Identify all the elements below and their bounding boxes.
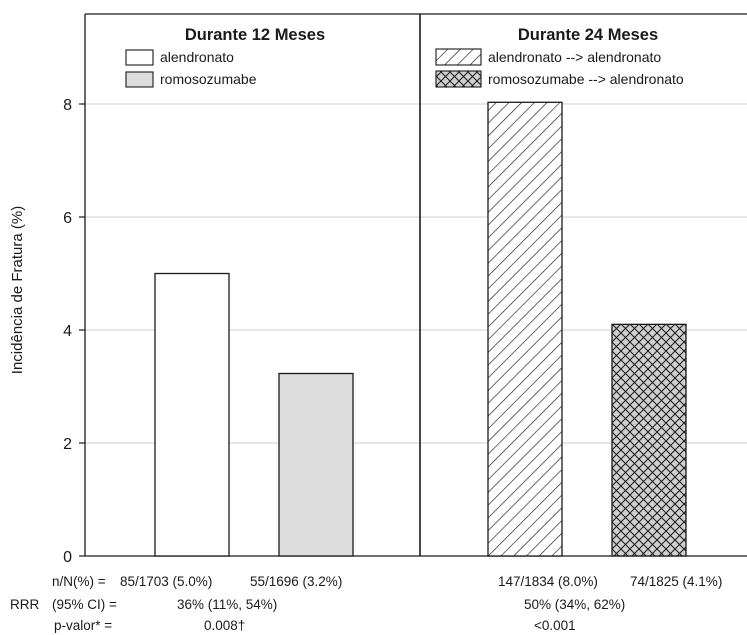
footer-nn-romosozumabe-12m: 55/1696 (3.2%) — [250, 574, 343, 589]
panel2-title: Durante 24 Meses — [518, 26, 658, 44]
bar-24m-alendronato — [487, 101, 563, 557]
legend-swatch-alendronato-alendronato — [435, 48, 482, 66]
bar-12m-alendronato — [154, 272, 230, 557]
legend-swatch-alendronato — [125, 49, 154, 66]
legend-label-alendronato-alendronato: alendronato --> alendronato — [488, 49, 661, 65]
bar-12m-romosozumabe — [278, 372, 354, 557]
footer-nn-romosozumabe-24m: 74/1825 (4.1%) — [630, 574, 723, 589]
legend-label-romosozumabe: romosozumabe — [160, 71, 257, 87]
bar-24m-romosozumabe — [611, 323, 687, 557]
panel1-title: Durante 12 Meses — [185, 26, 325, 44]
footer-pvalue-24m: <0.001 — [534, 618, 576, 633]
footer-nn-label: n/N(%) = — [52, 574, 106, 589]
legend-label-romosozumabe-alendronato: romosozumabe --> alendronato — [488, 71, 684, 87]
y-tick-label-8: 8 — [63, 97, 72, 114]
y-axis: 0 2 4 6 8 — [63, 97, 85, 566]
chart: 0 2 4 6 8 Incidência de Fratura (%) Durante … — [9, 13, 747, 566]
footer-rrr-label: RRR — [10, 597, 40, 612]
y-tick-label-6: 6 — [63, 210, 72, 227]
legend-swatch-romosozumabe-alendronato — [435, 70, 482, 88]
footer-rrr-12m: 36% (11%, 54%) — [177, 597, 278, 612]
y-tick-label-2: 2 — [63, 436, 72, 453]
footer-nn-alendronato-12m: 85/1703 (5.0%) — [120, 574, 213, 589]
footer-ci-label: (95% CI) = — [52, 597, 117, 612]
bars — [154, 101, 687, 557]
footer-pvalue-label: p-valor* = — [54, 618, 113, 633]
legend-swatch-romosozumabe — [125, 71, 154, 88]
legend-label-alendronato: alendronato — [160, 49, 234, 65]
y-tick-label-4: 4 — [63, 323, 72, 340]
footer-rrr-24m: 50% (34%, 62%) — [524, 597, 626, 612]
footer-pvalue-12m: 0.008† — [204, 618, 246, 633]
y-axis-label: Incidência de Fratura (%) — [9, 206, 26, 374]
footer-nn-alendronato-24m: 147/1834 (8.0%) — [498, 574, 598, 589]
y-tick-label-0: 0 — [63, 549, 72, 566]
